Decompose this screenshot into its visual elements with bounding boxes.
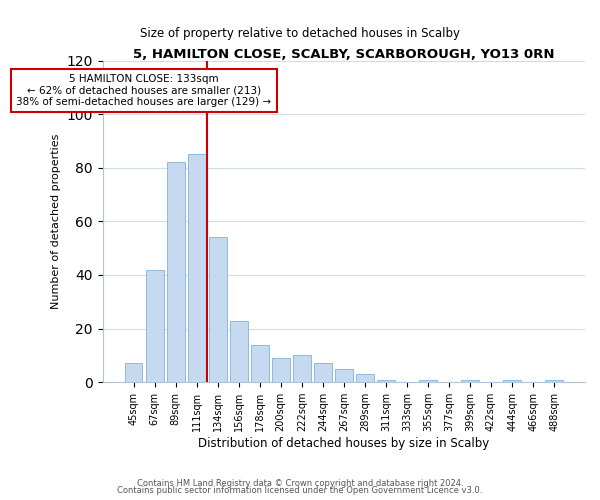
X-axis label: Distribution of detached houses by size in Scalby: Distribution of detached houses by size … xyxy=(198,437,490,450)
Title: 5, HAMILTON CLOSE, SCALBY, SCARBOROUGH, YO13 0RN: 5, HAMILTON CLOSE, SCALBY, SCARBOROUGH, … xyxy=(133,48,554,60)
Bar xyxy=(314,364,332,382)
Bar xyxy=(293,356,311,382)
Bar xyxy=(125,364,142,382)
Text: 5 HAMILTON CLOSE: 133sqm
← 62% of detached houses are smaller (213)
38% of semi-: 5 HAMILTON CLOSE: 133sqm ← 62% of detach… xyxy=(16,74,272,107)
Bar xyxy=(251,344,269,382)
Text: Contains public sector information licensed under the Open Government Licence v3: Contains public sector information licen… xyxy=(118,486,482,495)
Text: Size of property relative to detached houses in Scalby: Size of property relative to detached ho… xyxy=(140,28,460,40)
Bar xyxy=(503,380,521,382)
Bar xyxy=(167,162,185,382)
Bar xyxy=(419,380,437,382)
Bar xyxy=(272,358,290,382)
Bar xyxy=(209,238,227,382)
Bar xyxy=(146,270,164,382)
Bar xyxy=(377,380,395,382)
Bar xyxy=(335,369,353,382)
Bar xyxy=(230,320,248,382)
Bar xyxy=(545,380,563,382)
Bar xyxy=(461,380,479,382)
Bar xyxy=(356,374,374,382)
Bar xyxy=(188,154,206,382)
Text: Contains HM Land Registry data © Crown copyright and database right 2024.: Contains HM Land Registry data © Crown c… xyxy=(137,478,463,488)
Y-axis label: Number of detached properties: Number of detached properties xyxy=(51,134,61,309)
